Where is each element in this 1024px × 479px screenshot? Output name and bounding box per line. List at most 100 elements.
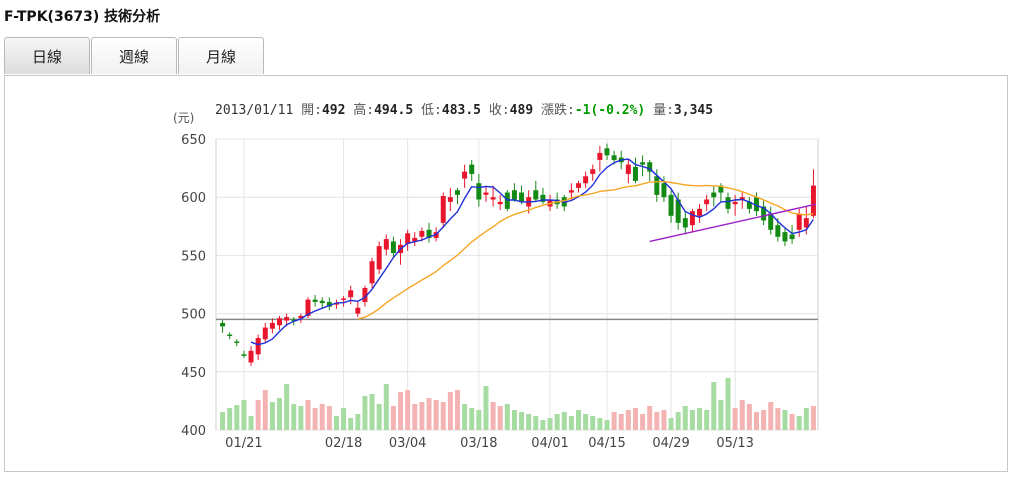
volume-bar [369,394,375,430]
volume-bar [753,412,759,430]
high-value: 494.5 [374,103,414,118]
x-tick-label: 05/13 [716,436,753,451]
volume-bar [711,382,717,430]
volume-bar [718,400,724,430]
candle-body [775,225,781,237]
candle-body [369,261,375,284]
volume-bar [654,412,660,430]
candle-body [611,155,617,160]
volume-bar [668,418,674,430]
candle-body [284,317,290,321]
volume-bar [426,398,432,430]
volume-bar [803,408,809,430]
volume-bar [647,406,653,430]
volume-bar [255,400,261,430]
candle-body [590,169,596,174]
open-value: 492 [321,103,346,118]
candle-body [305,299,311,316]
candle-body [362,287,368,302]
candle-body [533,190,539,200]
volume-bar [348,418,354,430]
candle-body [298,315,304,319]
tab-monthly[interactable]: 月線 [178,37,264,74]
ma-slow-line [357,180,814,320]
volume-bar [739,400,745,430]
volume-bar [469,408,475,430]
candle-body [234,341,240,344]
change-value: -1(-0.2%) [574,103,646,118]
candle-body [647,162,653,172]
volume-bar [284,384,290,430]
candle-body [640,162,646,165]
volume-bar [590,416,596,430]
volume-bar [640,414,646,430]
volume-bar [419,402,425,430]
candle-body [711,192,717,198]
volume-bar [689,410,695,430]
candle-body [675,199,681,223]
candle-body [412,237,418,242]
candle-body [654,176,660,195]
volume-bar [725,378,731,430]
volume-bar [333,416,339,430]
candle-body [697,208,703,216]
candle-body [291,319,297,321]
volume-bar [511,410,517,430]
volume-bar [526,414,532,430]
volume-bar [632,408,638,430]
volume-bar [476,410,482,430]
y-tick-label: 500 [181,308,206,323]
tab-daily[interactable]: 日線 [4,37,90,74]
volume-bar [376,404,382,430]
volume-bar [433,400,439,430]
volume-bar [483,386,489,430]
volume-bar [611,412,617,430]
tab-weekly[interactable]: 週線 [91,37,177,74]
volume-bar [661,410,667,430]
x-tick-label: 02/18 [325,436,362,451]
volume-bar [326,406,332,430]
candle-body [341,298,347,300]
candle-body [255,338,261,355]
x-tick-label: 04/29 [652,436,689,451]
y-tick-label: 450 [181,366,206,381]
volume-bar [618,414,624,430]
volume-bar [789,414,795,430]
volume-label: 量: [653,103,674,118]
candle-body [746,201,752,209]
candle-body [405,233,411,244]
close-value: 489 [509,103,534,118]
volume-bar [312,408,318,430]
high-label: 高: [353,103,375,118]
volume-bar [390,406,396,430]
period-tabs: 日線 週線 月線 [4,37,265,75]
volume-bar [697,408,703,430]
low-value: 483.5 [441,103,482,118]
candle-body [725,197,731,209]
candle-body [262,327,268,340]
volume-bar [383,384,389,430]
volume-bar [768,402,774,430]
close-label: 收: [488,103,510,118]
y-axis-unit: (元) [173,111,195,125]
candle-body [326,301,332,307]
volume-bar [234,405,240,430]
candle-body [248,350,254,363]
volume-bar [604,420,610,430]
volume-value: 3,345 [673,103,714,118]
candle-body [796,213,802,230]
candle-body [440,196,446,223]
volume-bar [547,418,553,430]
x-tick-label: 04/01 [531,436,568,451]
candle-body [625,164,631,174]
volume-bar [241,400,247,430]
candle-body [220,322,226,327]
candle-body [753,197,759,212]
candle-body [718,185,724,193]
x-tick-label: 03/04 [389,436,426,451]
candle-body [277,318,283,326]
volume-bar [775,408,781,430]
volume-bar [540,420,546,430]
volume-bar [269,402,275,430]
candle-body [497,201,503,205]
